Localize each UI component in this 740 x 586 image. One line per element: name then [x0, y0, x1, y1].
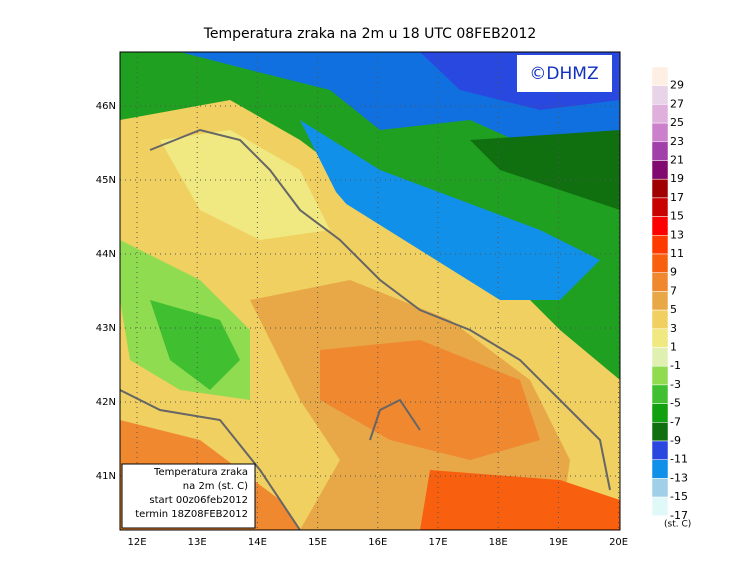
- colorbar-box: [651, 178, 669, 199]
- colorbar-box: [651, 440, 669, 460]
- lat-label: 45N: [96, 175, 116, 186]
- colorbar-unit: (st. C): [664, 520, 691, 530]
- colorbar-box: [651, 459, 669, 479]
- lat-label: 41N: [96, 471, 116, 482]
- colorbar-box: [651, 403, 669, 423]
- colorbar-box: [651, 347, 669, 367]
- colorbar-label: 27: [670, 97, 684, 110]
- lon-label: 17E: [428, 537, 447, 548]
- colorbar-label: -13: [670, 471, 688, 484]
- info-line: start 00z06feb2012: [149, 495, 248, 506]
- colorbar-box: [651, 309, 669, 330]
- info-line: termin 18Z08FEB2012: [135, 509, 248, 520]
- colorbar-box: [651, 478, 669, 498]
- colorbar-label: -7: [670, 415, 681, 428]
- colorbar-label: -17: [670, 509, 688, 522]
- colorbar-box: [651, 328, 669, 348]
- colorbar-label: 17: [670, 191, 684, 204]
- colorbar-box: [651, 384, 669, 404]
- colorbar-box: [651, 122, 669, 143]
- colorbar-box: [651, 197, 669, 217]
- graticule: [120, 52, 620, 530]
- colorbar-label: 3: [670, 322, 677, 335]
- colorbar-label: 25: [670, 116, 684, 129]
- colorbar-label: 15: [670, 210, 684, 223]
- colorbar-label: 23: [670, 135, 684, 148]
- lon-label: 14E: [248, 537, 267, 548]
- colorbar: 29 27 25 23 21 19 17 15 13 11 9 7 5 3 1 -1 -3 -5 -7 -9 -11 -1…: [651, 66, 691, 535]
- info-box: [121, 463, 256, 529]
- colorbar-box: [651, 85, 669, 105]
- colorbar-box: [651, 422, 669, 442]
- colorbar-label: 11: [670, 247, 684, 260]
- colorbar-box: [651, 515, 669, 535]
- colorbar-label: -15: [670, 490, 688, 503]
- lon-label: 19E: [549, 537, 568, 548]
- colorbar-label: -11: [670, 453, 688, 466]
- colorbar-label: 7: [670, 284, 677, 297]
- colorbar-box: [651, 104, 669, 124]
- lon-label: 16E: [368, 537, 387, 548]
- colorbar-box: [651, 253, 669, 273]
- colorbar-box: [651, 216, 669, 236]
- info-text: Temperatura zraka na 2m (st. C) start 00z0…: [135, 467, 248, 520]
- lat-label: 43N: [96, 323, 116, 334]
- colorbar-label: 29: [670, 79, 684, 92]
- lon-label: 15E: [308, 537, 327, 548]
- colorbar-label: -5: [670, 397, 681, 410]
- lon-label: 18E: [489, 537, 508, 548]
- colorbar-label: 5: [670, 303, 677, 316]
- map-title: Temperatura zraka na 2m u 18 UTC 08FEB20…: [203, 26, 537, 42]
- colorbar-label: 13: [670, 228, 684, 241]
- colorbar-box: [651, 496, 669, 517]
- lat-label: 46N: [96, 101, 116, 112]
- colorbar-box: [651, 141, 669, 161]
- copyright-box: [517, 55, 612, 92]
- colorbar-label: -3: [670, 378, 681, 391]
- map-frame: [119, 51, 621, 531]
- lon-label: 13E: [188, 537, 207, 548]
- colorbar-box: [651, 272, 669, 292]
- colorbar-box: [651, 66, 669, 86]
- copyright: ©DHMZ: [529, 64, 598, 84]
- colorbar-label: 21: [670, 154, 684, 167]
- lat-label: 44N: [96, 249, 116, 260]
- temperature-field: [120, 52, 620, 530]
- info-line: na 2m (st. C): [183, 481, 248, 492]
- colorbar-label: 9: [670, 266, 677, 279]
- coastline: [119, 128, 611, 531]
- lon-label: 20E: [609, 537, 628, 548]
- colorbar-label: 19: [670, 172, 684, 185]
- colorbar-box: [651, 365, 669, 386]
- info-line: Temperatura zraka: [153, 467, 248, 478]
- colorbar-box: [651, 235, 669, 255]
- colorbar-box: [651, 160, 669, 180]
- lon-label: 12E: [127, 537, 146, 548]
- colorbar-label: -9: [670, 434, 681, 447]
- colorbar-box: [651, 291, 669, 311]
- colorbar-label: -1: [670, 359, 681, 372]
- lat-label: 42N: [96, 397, 116, 408]
- colorbar-label: 1: [670, 341, 677, 354]
